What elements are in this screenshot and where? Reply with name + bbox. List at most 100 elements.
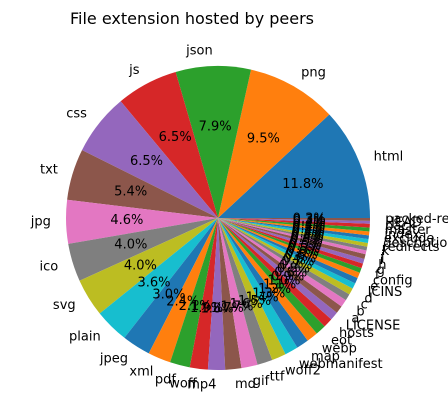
- category-labels: html png json js css txt jpg ico svg plain jpegxml…: [30, 43, 448, 392]
- pie-slice-png: [218, 69, 330, 218]
- slice-category-label: e: [370, 279, 378, 294]
- pie-slice-txt: [67, 150, 218, 218]
- pie-slice-master: [218, 218, 370, 232]
- slice-category-label: plain: [69, 330, 101, 345]
- pie-slice-exclude: [218, 218, 370, 240]
- pie-slice-woff: [189, 218, 218, 370]
- pie-slice-g: [218, 218, 364, 269]
- pie-slice-webmanifest: [218, 218, 298, 355]
- slice-category-label: g: [377, 263, 385, 278]
- slice-percent-label: 2.4%: [166, 295, 199, 310]
- slice-category-label: ICINS: [368, 285, 403, 300]
- slice-percent-label: 0.6%: [285, 248, 318, 263]
- pie-slice-c: [218, 218, 350, 301]
- slice-category-label: map: [311, 349, 340, 364]
- slice-percent-label: 0.5%: [289, 236, 322, 251]
- slice-percent-label: 6.5%: [130, 154, 163, 169]
- slice-category-label: index: [384, 227, 420, 242]
- slice-category-label: pdf: [155, 372, 177, 387]
- slice-percent-label: 1.0%: [267, 273, 300, 288]
- slice-category-label: LICENSE: [346, 318, 401, 333]
- pie-slice-e: [218, 218, 358, 284]
- slice-percent-label: 0.3%: [293, 211, 326, 226]
- slice-percent-label: 0.8%: [277, 262, 310, 277]
- slice-percent-label: 2.1%: [179, 299, 212, 314]
- pie-slice-md: [218, 218, 242, 370]
- slice-percent-label: 0.4%: [292, 217, 325, 232]
- slice-category-label: js: [128, 63, 140, 78]
- slice-percent-label: 4.0%: [124, 258, 157, 273]
- slice-category-label: a: [351, 311, 359, 326]
- pie-slice-jpeg: [124, 218, 218, 354]
- pie-slice-pack: [218, 218, 370, 228]
- slice-category-label: HEAD: [385, 215, 422, 230]
- pie-slice-description: [218, 218, 369, 243]
- slice-percent-label: 1.6%: [230, 297, 263, 312]
- pie-slice-license: [218, 218, 337, 320]
- slice-category-label: eot: [331, 334, 352, 349]
- slice-category-label: master: [385, 223, 431, 238]
- pie-slice-gif: [218, 218, 258, 369]
- slice-category-label: webmanifest: [299, 357, 383, 372]
- slice-category-label: k: [382, 244, 390, 259]
- slice-category-label: webp: [322, 342, 357, 357]
- percent-labels: 11.8% 9.5% 7.9% 6.5% 6.5% 5.4% 4.6% 4.0% 4.0% 3.6…: [110, 119, 325, 316]
- pie-slice-f: [218, 218, 362, 273]
- slice-category-label: gif: [253, 374, 270, 389]
- slice-category-label: jpg: [30, 215, 51, 230]
- pie-slice-svg: [79, 218, 219, 314]
- slice-percent-label: 0.9%: [271, 269, 304, 284]
- slice-category-label: jpeg: [99, 351, 128, 366]
- slice-category-label: b: [356, 304, 364, 319]
- pie-slice-json: [175, 66, 252, 218]
- slice-category-label: json: [185, 43, 213, 58]
- pie-slice-js: [120, 72, 218, 218]
- chart-title: File extension hosted by peers: [70, 9, 314, 28]
- slice-percent-label: 1.1%: [263, 278, 296, 293]
- pie-slice-ttf: [218, 218, 273, 365]
- pie-slice-a: [218, 218, 342, 313]
- pie-slice-i: [218, 218, 366, 259]
- pie-slice-config: [218, 218, 360, 279]
- slice-percent-label: 1.3%: [252, 286, 285, 301]
- slice-percent-label: 3.6%: [138, 275, 171, 290]
- slice-percent-label: 1.8%: [201, 302, 234, 317]
- slice-percent-label: 0.4%: [292, 220, 325, 235]
- slice-percent-label: 0.7%: [281, 255, 314, 270]
- pie-slice-jpg: [66, 199, 218, 244]
- slice-category-label: woff: [169, 376, 198, 391]
- slice-percent-label: 1.9%: [190, 301, 223, 316]
- slice-percent-label: 0.5%: [288, 239, 321, 254]
- slice-percent-label: 4.6%: [110, 213, 143, 228]
- pie-slice-hosts: [218, 218, 332, 327]
- slice-percent-label: 1.7%: [211, 301, 244, 316]
- slice-category-label: redirects: [383, 240, 440, 255]
- slice-percent-label: 1.7%: [220, 300, 253, 315]
- slice-category-label: f: [375, 268, 380, 283]
- pie-slice-xml: [148, 218, 218, 363]
- slice-category-label: xml: [129, 365, 153, 380]
- slice-percent-label: 6.5%: [159, 130, 192, 145]
- pie-slices: [66, 66, 370, 371]
- slice-percent-label: 0.6%: [283, 251, 316, 266]
- slice-percent-label: 1.2%: [258, 282, 291, 297]
- pie-slice-b: [218, 218, 346, 307]
- slice-category-label: d: [364, 291, 372, 306]
- pie-slice-webp: [218, 218, 317, 341]
- slice-category-label: html: [374, 149, 404, 164]
- slice-percent-label: 0.5%: [287, 242, 320, 257]
- slice-category-label: exclude: [384, 232, 434, 247]
- slice-category-label: md: [235, 377, 256, 392]
- slice-category-label: description: [383, 236, 448, 251]
- slice-percent-label: 3.0%: [152, 287, 185, 302]
- slice-category-label: svg: [53, 298, 76, 313]
- pie-slice-j: [218, 218, 367, 255]
- pie-slice-html: [218, 114, 370, 218]
- pie-slice-redirects: [218, 218, 368, 247]
- pie-slice-index: [218, 218, 370, 236]
- pie-slice-icins: [218, 218, 356, 289]
- slice-category-label: hosts: [339, 326, 374, 341]
- slice-category-label: packed-refs: [385, 212, 448, 227]
- slice-percent-label: 0.4%: [291, 229, 324, 244]
